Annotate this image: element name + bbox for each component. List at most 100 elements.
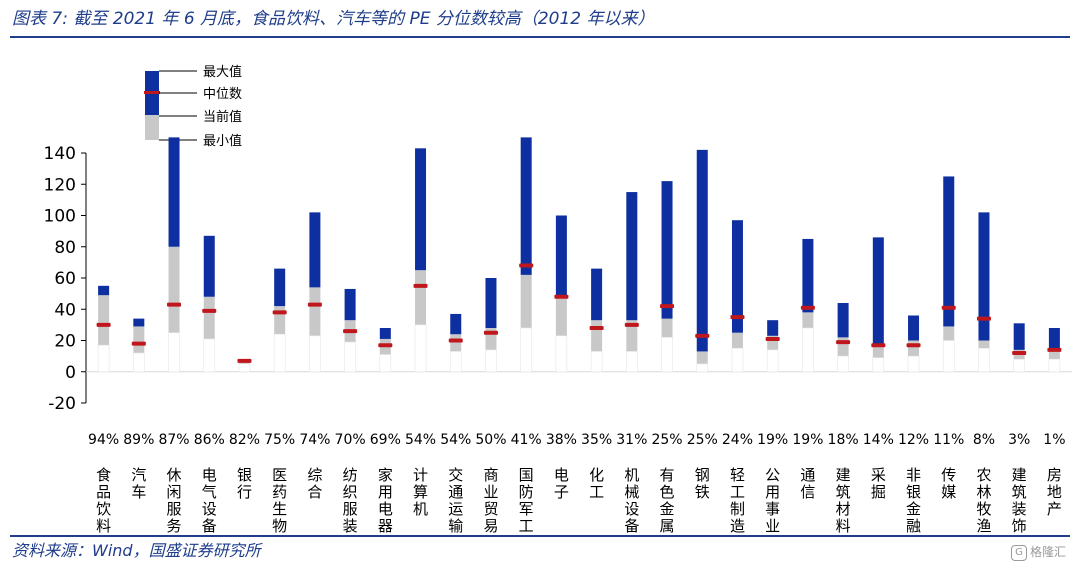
median-mark: [448, 338, 463, 343]
percentile-label: 19%: [792, 432, 823, 448]
y-tick-label: 80: [54, 238, 76, 258]
percentile-label: 24%: [722, 432, 753, 448]
bar-base: [344, 341, 356, 373]
bar-group-4: [237, 358, 252, 373]
bar-base: [555, 335, 568, 373]
title-divider: [10, 36, 1070, 38]
median-mark: [941, 305, 956, 310]
bar-lower: [1048, 348, 1060, 360]
bar-upper: [415, 148, 427, 271]
bar-upper: [520, 137, 532, 275]
category-label: 通信: [800, 466, 815, 501]
bar-lower: [767, 335, 779, 350]
bar-upper: [767, 320, 779, 336]
legend-swatch-lower: [145, 115, 159, 140]
median-mark: [483, 330, 498, 335]
category-label: 家用电器: [378, 466, 393, 535]
category-label: 农林牧渔: [976, 466, 991, 535]
percentile-label: 86%: [194, 432, 225, 448]
median-mark: [237, 358, 252, 363]
median-mark: [836, 340, 851, 345]
bar-group-0: [96, 285, 111, 373]
bar-upper: [872, 237, 884, 344]
legend-label: 最大值: [203, 64, 242, 80]
bar-lower: [731, 332, 743, 349]
category-label: 计算机: [413, 466, 428, 518]
median-mark: [695, 333, 710, 338]
bar-group-3: [202, 235, 217, 373]
bar-group-10: [448, 313, 463, 373]
median-mark: [589, 326, 604, 330]
legend-label: 当前值: [203, 109, 242, 125]
category-label: 休闲服务: [167, 466, 182, 535]
percentile-label: 25%: [651, 432, 682, 448]
bar-group-9: [413, 148, 428, 373]
bar-base: [626, 351, 638, 373]
bar-group-6: [307, 212, 322, 373]
watermark-text: 格隆汇: [1029, 545, 1066, 559]
percentile-label: 1%: [1043, 432, 1065, 448]
median-mark: [519, 263, 534, 268]
bar-base: [485, 349, 497, 373]
bar-group-16: [660, 181, 675, 373]
category-label: 房地产: [1047, 466, 1062, 518]
y-tick-label: 140: [44, 144, 76, 164]
percentile-label: 19%: [757, 432, 788, 448]
percentile-label: 3%: [1008, 432, 1030, 448]
bar-base: [133, 352, 145, 373]
bar-upper: [837, 303, 849, 338]
bar-lower: [978, 340, 990, 349]
bar-base: [661, 337, 673, 373]
bar-lower: [520, 274, 532, 328]
legend-label: 中位数: [203, 87, 242, 102]
source-note: 资料来源：Wind，国盛证券研究所: [12, 541, 261, 560]
bar-upper: [133, 318, 145, 327]
bar-base: [273, 333, 286, 373]
median-mark: [765, 336, 780, 341]
percentile-label: 11%: [933, 432, 964, 448]
bar-lower: [274, 306, 286, 335]
bar-base: [1048, 358, 1061, 373]
bar-base: [872, 357, 885, 373]
bar-base: [942, 340, 955, 373]
bar-group-8: [378, 328, 393, 373]
bar-upper: [379, 328, 391, 339]
watermark: G 格隆汇: [1010, 543, 1066, 561]
category-label: 非银金融: [906, 466, 921, 535]
percentile-label: 69%: [370, 432, 401, 448]
median-mark: [96, 322, 111, 327]
bar-lower: [696, 351, 708, 364]
chart-title: 图表 7: 截至 2021 年 6 月底，食品饮料、汽车等的 PE 分位数较高（…: [12, 9, 655, 29]
bar-upper: [1048, 328, 1060, 349]
percentile-label: 87%: [158, 432, 189, 448]
category-label: 机械设备: [624, 466, 639, 535]
median-mark: [272, 310, 287, 315]
median-mark: [307, 302, 322, 307]
bar-base: [238, 363, 251, 373]
median-mark: [131, 341, 146, 346]
y-tick-label: 20: [54, 332, 76, 352]
bar-base: [520, 327, 532, 373]
bar-lower: [203, 296, 215, 339]
bar-base: [802, 327, 814, 373]
median-mark: [378, 343, 393, 348]
legend-label: 最小值: [203, 133, 242, 149]
footer-divider: [10, 535, 1070, 537]
bar-upper: [978, 212, 990, 341]
percentile-label: 89%: [123, 432, 154, 448]
bar-lower: [309, 287, 321, 336]
median-mark: [730, 315, 745, 320]
category-label: 电子: [554, 466, 569, 501]
percentile-label: 18%: [828, 432, 859, 448]
median-mark: [1012, 351, 1027, 355]
y-tick-label: 60: [54, 269, 76, 289]
bar-lower: [238, 362, 250, 364]
bar-base: [449, 351, 462, 373]
category-labels: 食品饮料 汽车 休闲服务 电气设备 银行 医药生物 综合 纺织服装 家用电器 计算机 交通运输 商业贸…: [96, 466, 1062, 535]
bar-group-25: [976, 212, 991, 373]
bar-upper: [168, 137, 180, 247]
percentile-label: 54%: [440, 432, 471, 448]
bar-lower: [661, 318, 673, 338]
